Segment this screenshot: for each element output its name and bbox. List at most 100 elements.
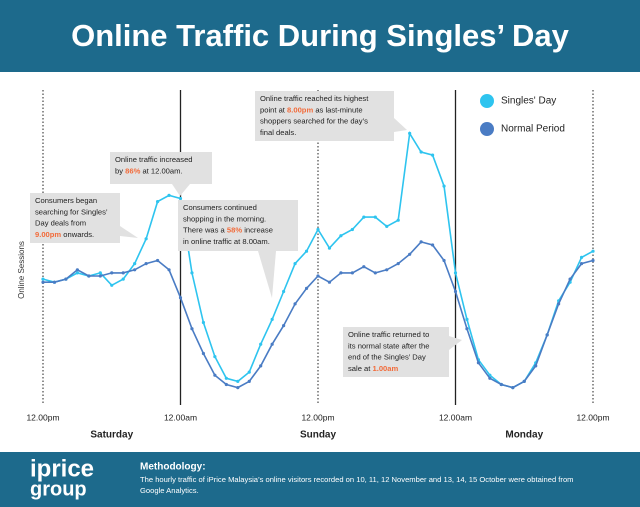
data-point <box>75 271 79 275</box>
data-point <box>339 271 343 275</box>
data-point <box>419 150 423 154</box>
data-point <box>419 240 423 244</box>
annotation-text: end of the Singles’ Day <box>348 353 426 362</box>
data-point <box>110 271 114 275</box>
annotation-box <box>255 91 394 141</box>
data-point <box>224 382 228 387</box>
data-point <box>408 252 412 256</box>
data-point <box>133 262 137 266</box>
logo-top: iprice <box>30 455 94 482</box>
annotation-segment: increase <box>242 226 273 235</box>
annotation-highlight: 86% <box>125 166 140 175</box>
data-point <box>408 131 412 135</box>
annotation-highlight: 58% <box>227 226 242 235</box>
legend-label: Normal Period <box>501 124 565 135</box>
data-point <box>224 376 228 380</box>
annotation-segment: shoppers searched for the day’s <box>260 117 368 126</box>
annotation-box <box>343 327 449 377</box>
data-point <box>304 249 309 253</box>
data-point <box>144 262 148 266</box>
data-point <box>270 342 274 346</box>
data-point <box>557 302 561 306</box>
annotation-segment: sale at <box>348 364 372 373</box>
data-point <box>75 268 79 272</box>
annotation-text: There was a 58% increase <box>183 226 273 235</box>
data-point <box>178 296 183 300</box>
annotation-text: final deals. <box>260 128 296 137</box>
data-point <box>121 277 125 281</box>
data-point <box>499 382 503 387</box>
legend-label: Singles' Day <box>501 96 556 107</box>
annotation-text: shoppers searched for the day’s <box>260 117 368 126</box>
annotation-box <box>30 193 120 243</box>
y-axis-label: Online Sessions <box>17 241 26 299</box>
data-point <box>121 271 125 275</box>
annotation-highlight: 1.00am <box>372 364 398 373</box>
x-tick-label: 12.00am <box>439 412 472 422</box>
data-point <box>442 258 446 263</box>
data-point <box>167 268 171 272</box>
data-point <box>396 218 400 222</box>
data-point <box>488 376 492 380</box>
annotation-segment: onwards. <box>61 230 94 239</box>
data-point <box>385 224 389 228</box>
annotation-highlight: 8.00pm <box>287 105 313 114</box>
data-point <box>41 277 45 281</box>
annotation-segment: Online traffic returned to <box>348 330 429 339</box>
annotation-segment: as last-minute <box>313 105 362 114</box>
data-point <box>213 373 217 377</box>
methodology-text: The hourly traffic of iPrice Malaysia’s … <box>140 475 574 484</box>
data-point <box>579 262 584 266</box>
legend-marker <box>480 94 494 108</box>
annotation-text: its normal state after the <box>348 341 429 350</box>
data-point <box>144 237 148 241</box>
data-point <box>545 333 549 337</box>
annotation-text: Day deals from <box>35 219 86 228</box>
data-point <box>316 227 320 232</box>
legend-marker <box>480 122 494 136</box>
data-point <box>339 234 343 238</box>
data-point <box>591 258 595 263</box>
day-label: Monday <box>505 430 543 441</box>
data-point <box>373 215 377 219</box>
data-point <box>453 289 458 294</box>
methodology-text: Google Analytics. <box>140 486 199 495</box>
data-point <box>52 280 57 284</box>
logo-bottom: group <box>30 478 87 500</box>
data-point <box>178 196 183 201</box>
data-point <box>430 243 435 247</box>
annotation-text: in online traffic at 8.00am. <box>183 237 270 246</box>
annotation-text: Online traffic returned to <box>348 330 429 339</box>
data-point <box>327 280 332 284</box>
data-point <box>350 227 354 232</box>
annotation-segment: its normal state after the <box>348 341 429 350</box>
annotation-segment: Consumers continued <box>183 203 257 212</box>
data-point <box>362 215 366 219</box>
annotation-pointer <box>449 336 462 350</box>
annotation-segment: in online traffic at 8.00am. <box>183 237 270 246</box>
data-point <box>465 327 469 331</box>
data-point <box>41 280 45 284</box>
data-point <box>133 268 137 272</box>
data-point <box>282 289 286 294</box>
data-point <box>259 342 263 346</box>
annotation-box <box>178 200 298 251</box>
data-point <box>236 379 240 383</box>
annotation-pointer <box>394 118 407 132</box>
annotation-segment: shopping in the morning. <box>183 214 266 223</box>
data-point <box>247 379 251 383</box>
annotation-text: Online traffic reached its highest <box>260 94 369 103</box>
annotation-text: shopping in the morning. <box>183 214 266 223</box>
annotation-text: Online traffic increased <box>115 155 193 164</box>
data-point <box>155 200 160 204</box>
data-point <box>110 283 114 287</box>
annotation-segment: end of the Singles’ Day <box>348 353 426 362</box>
annotation-segment: Consumers began <box>35 196 97 205</box>
data-point <box>579 255 584 259</box>
x-tick-label: 12.00pm <box>301 412 334 422</box>
data-point <box>87 274 91 278</box>
annotation-pointer <box>120 226 138 238</box>
day-label: Saturday <box>90 430 133 441</box>
data-point <box>362 265 366 269</box>
